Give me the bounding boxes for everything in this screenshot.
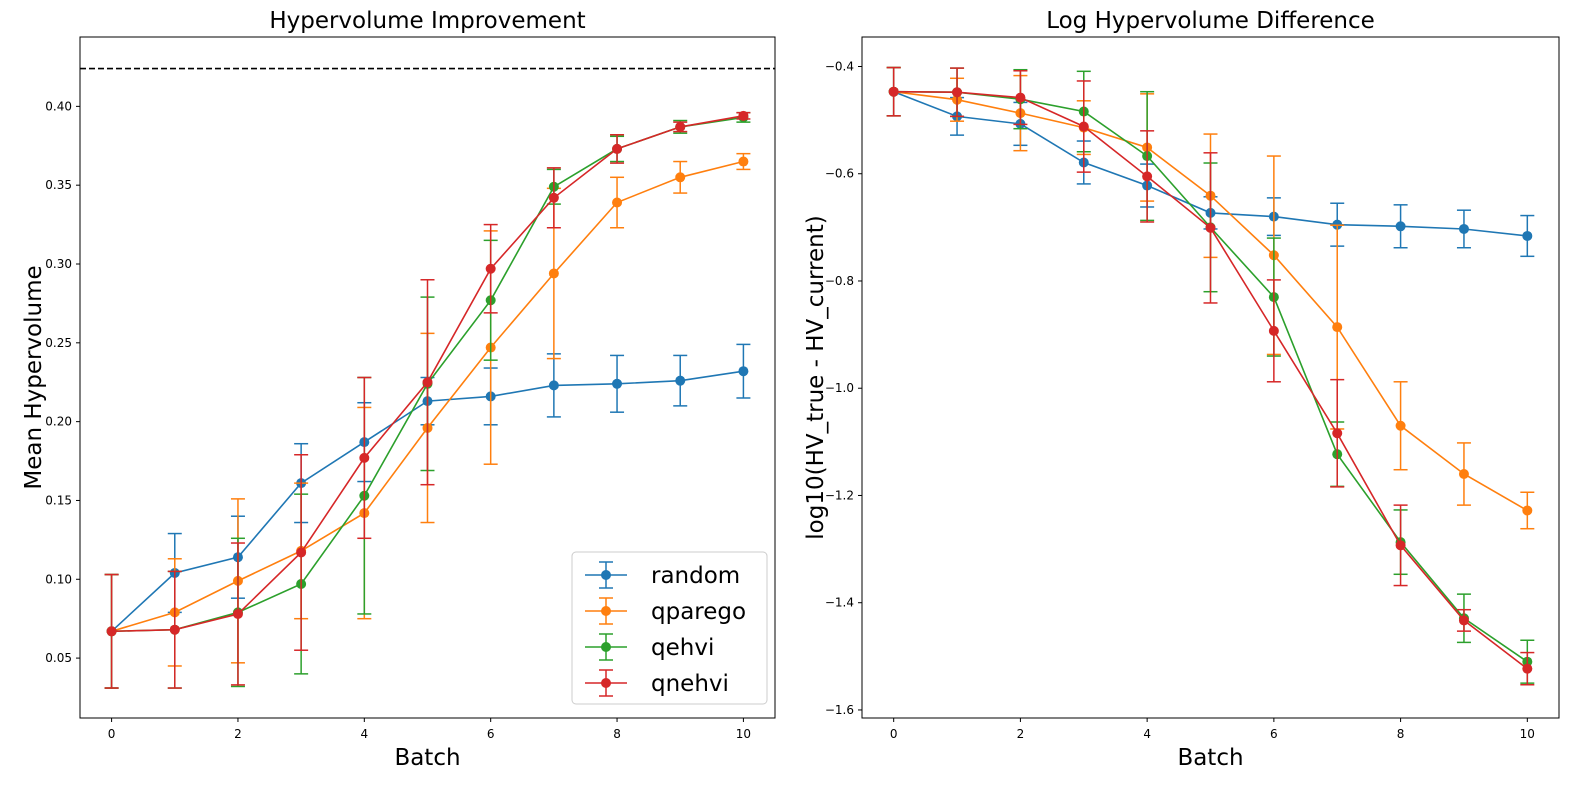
x-axis-label: Batch [394,745,460,771]
data-point [422,377,433,388]
legend-point [601,570,611,580]
y-tick-label: −1.0 [825,381,854,395]
data-point [1395,221,1406,232]
data-point [106,626,117,637]
x-tick-label: 2 [1017,727,1025,741]
legend-marker-random [585,561,627,589]
legend-marker-qparego [585,597,627,625]
data-point [1015,92,1026,103]
y-tick-label: −0.8 [825,274,854,288]
legend-label-qparego: qparego [651,599,746,625]
x-tick-label: 4 [1143,727,1151,741]
y-tick-label: 0.10 [45,572,72,586]
legend-label-random: random [651,563,740,589]
y-tick-label: 0.35 [45,178,72,192]
chart-title: Hypervolume Improvement [269,8,585,34]
x-tick-label: 2 [234,727,242,741]
y-tick-label: −1.2 [825,488,854,502]
data-point [485,263,496,274]
data-point [738,156,749,167]
data-point [675,375,686,386]
y-axis-label: log10(HV_true - HV_current) [803,215,829,539]
series-qnehvi [104,110,751,689]
data-point [1522,230,1533,241]
y-tick-label: 0.40 [45,99,72,113]
y-tick-label: 0.30 [45,257,72,271]
data-point [675,172,686,183]
data-point [952,87,963,98]
x-tick-label: 10 [1520,727,1535,741]
data-point [1458,469,1469,480]
data-point [1395,540,1406,551]
chart-title: Log Hypervolume Difference [1046,8,1375,34]
data-point [675,121,686,132]
y-tick-label: −0.6 [825,167,854,181]
legend-point [601,642,611,652]
axes-frame [861,36,1560,719]
x-tick-label: 8 [613,727,621,741]
y-tick-label: 0.15 [45,493,72,507]
data-point [548,192,559,203]
data-point [1458,223,1469,234]
data-point [1142,171,1153,182]
chart-hypervolume-improvement: Hypervolume Improvement Batch Mean Hyper… [21,8,776,771]
axes-frame [79,36,776,719]
data-point [296,547,307,558]
data-point [548,380,559,391]
data-point [169,624,180,635]
legend-label-qehvi: qehvi [651,635,714,661]
legend-entry-qehvi: qehvi [585,633,714,661]
y-tick-label: 0.05 [45,651,72,665]
x-tick-label: 6 [1270,727,1278,741]
data-point [888,86,899,97]
legend-entry-qnehvi: qnehvi [585,669,729,697]
legend-entry-random: random [585,561,740,589]
y-tick-label: 0.20 [45,415,72,429]
y-tick-label: −1.6 [825,703,854,717]
data-point [738,366,749,377]
x-tick-label: 4 [360,727,368,741]
x-tick-label: 6 [487,727,495,741]
x-tick-label: 0 [108,727,116,741]
data-point [1522,663,1533,674]
x-tick-label: 10 [736,727,751,741]
legend-label-qnehvi: qnehvi [651,671,729,697]
legend-point [601,678,611,688]
data-point [1458,615,1469,626]
series-qnehvi [886,66,1535,686]
legend-entry-qparego: qparego [585,597,746,625]
data-point [1332,322,1343,333]
data-point [738,110,749,121]
y-tick-label: −0.4 [825,59,854,73]
legend-marker-qnehvi [585,669,627,697]
legend-marker-qehvi [585,633,627,661]
legend-frame [571,551,768,705]
x-tick-label: 0 [890,727,898,741]
x-tick-label: 8 [1397,727,1405,741]
chart-log-hypervolume-difference: Log Hypervolume Difference Batch log10(H… [803,8,1560,771]
legend-point [601,606,611,616]
data-point [1268,325,1279,336]
data-point [1205,222,1216,233]
legend: random qparego qehvi qnehvi [571,551,768,705]
y-axis-label: Mean Hypervolume [21,265,47,489]
y-tick-label: 0.25 [45,336,72,350]
data-point [1395,420,1406,431]
data-point [1332,428,1343,439]
data-point [1522,505,1533,516]
data-point [1078,121,1089,132]
data-point [612,143,623,154]
plot-area [886,66,1535,686]
data-point [612,197,623,208]
x-axis-label: Batch [1177,745,1243,771]
plot-area [80,67,775,689]
data-point [612,378,623,389]
data-point [359,452,370,463]
data-point [548,268,559,279]
y-tick-label: −1.4 [825,596,854,610]
data-point [232,608,243,619]
